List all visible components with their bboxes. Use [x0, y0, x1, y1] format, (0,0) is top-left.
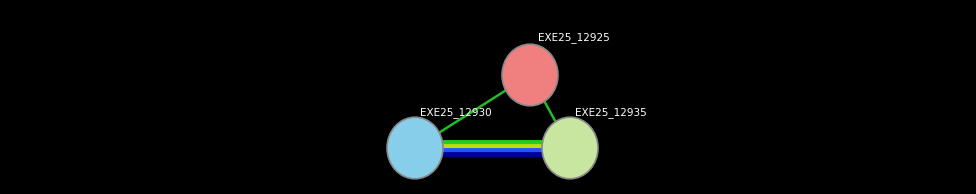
Text: EXE25_12925: EXE25_12925 [538, 32, 610, 43]
Text: EXE25_12935: EXE25_12935 [575, 107, 647, 118]
Text: EXE25_12930: EXE25_12930 [420, 107, 492, 118]
Ellipse shape [502, 44, 558, 106]
Ellipse shape [387, 117, 443, 179]
Ellipse shape [542, 117, 598, 179]
